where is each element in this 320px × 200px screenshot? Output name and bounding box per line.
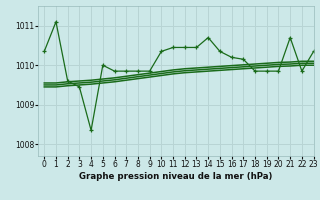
- X-axis label: Graphe pression niveau de la mer (hPa): Graphe pression niveau de la mer (hPa): [79, 172, 273, 181]
